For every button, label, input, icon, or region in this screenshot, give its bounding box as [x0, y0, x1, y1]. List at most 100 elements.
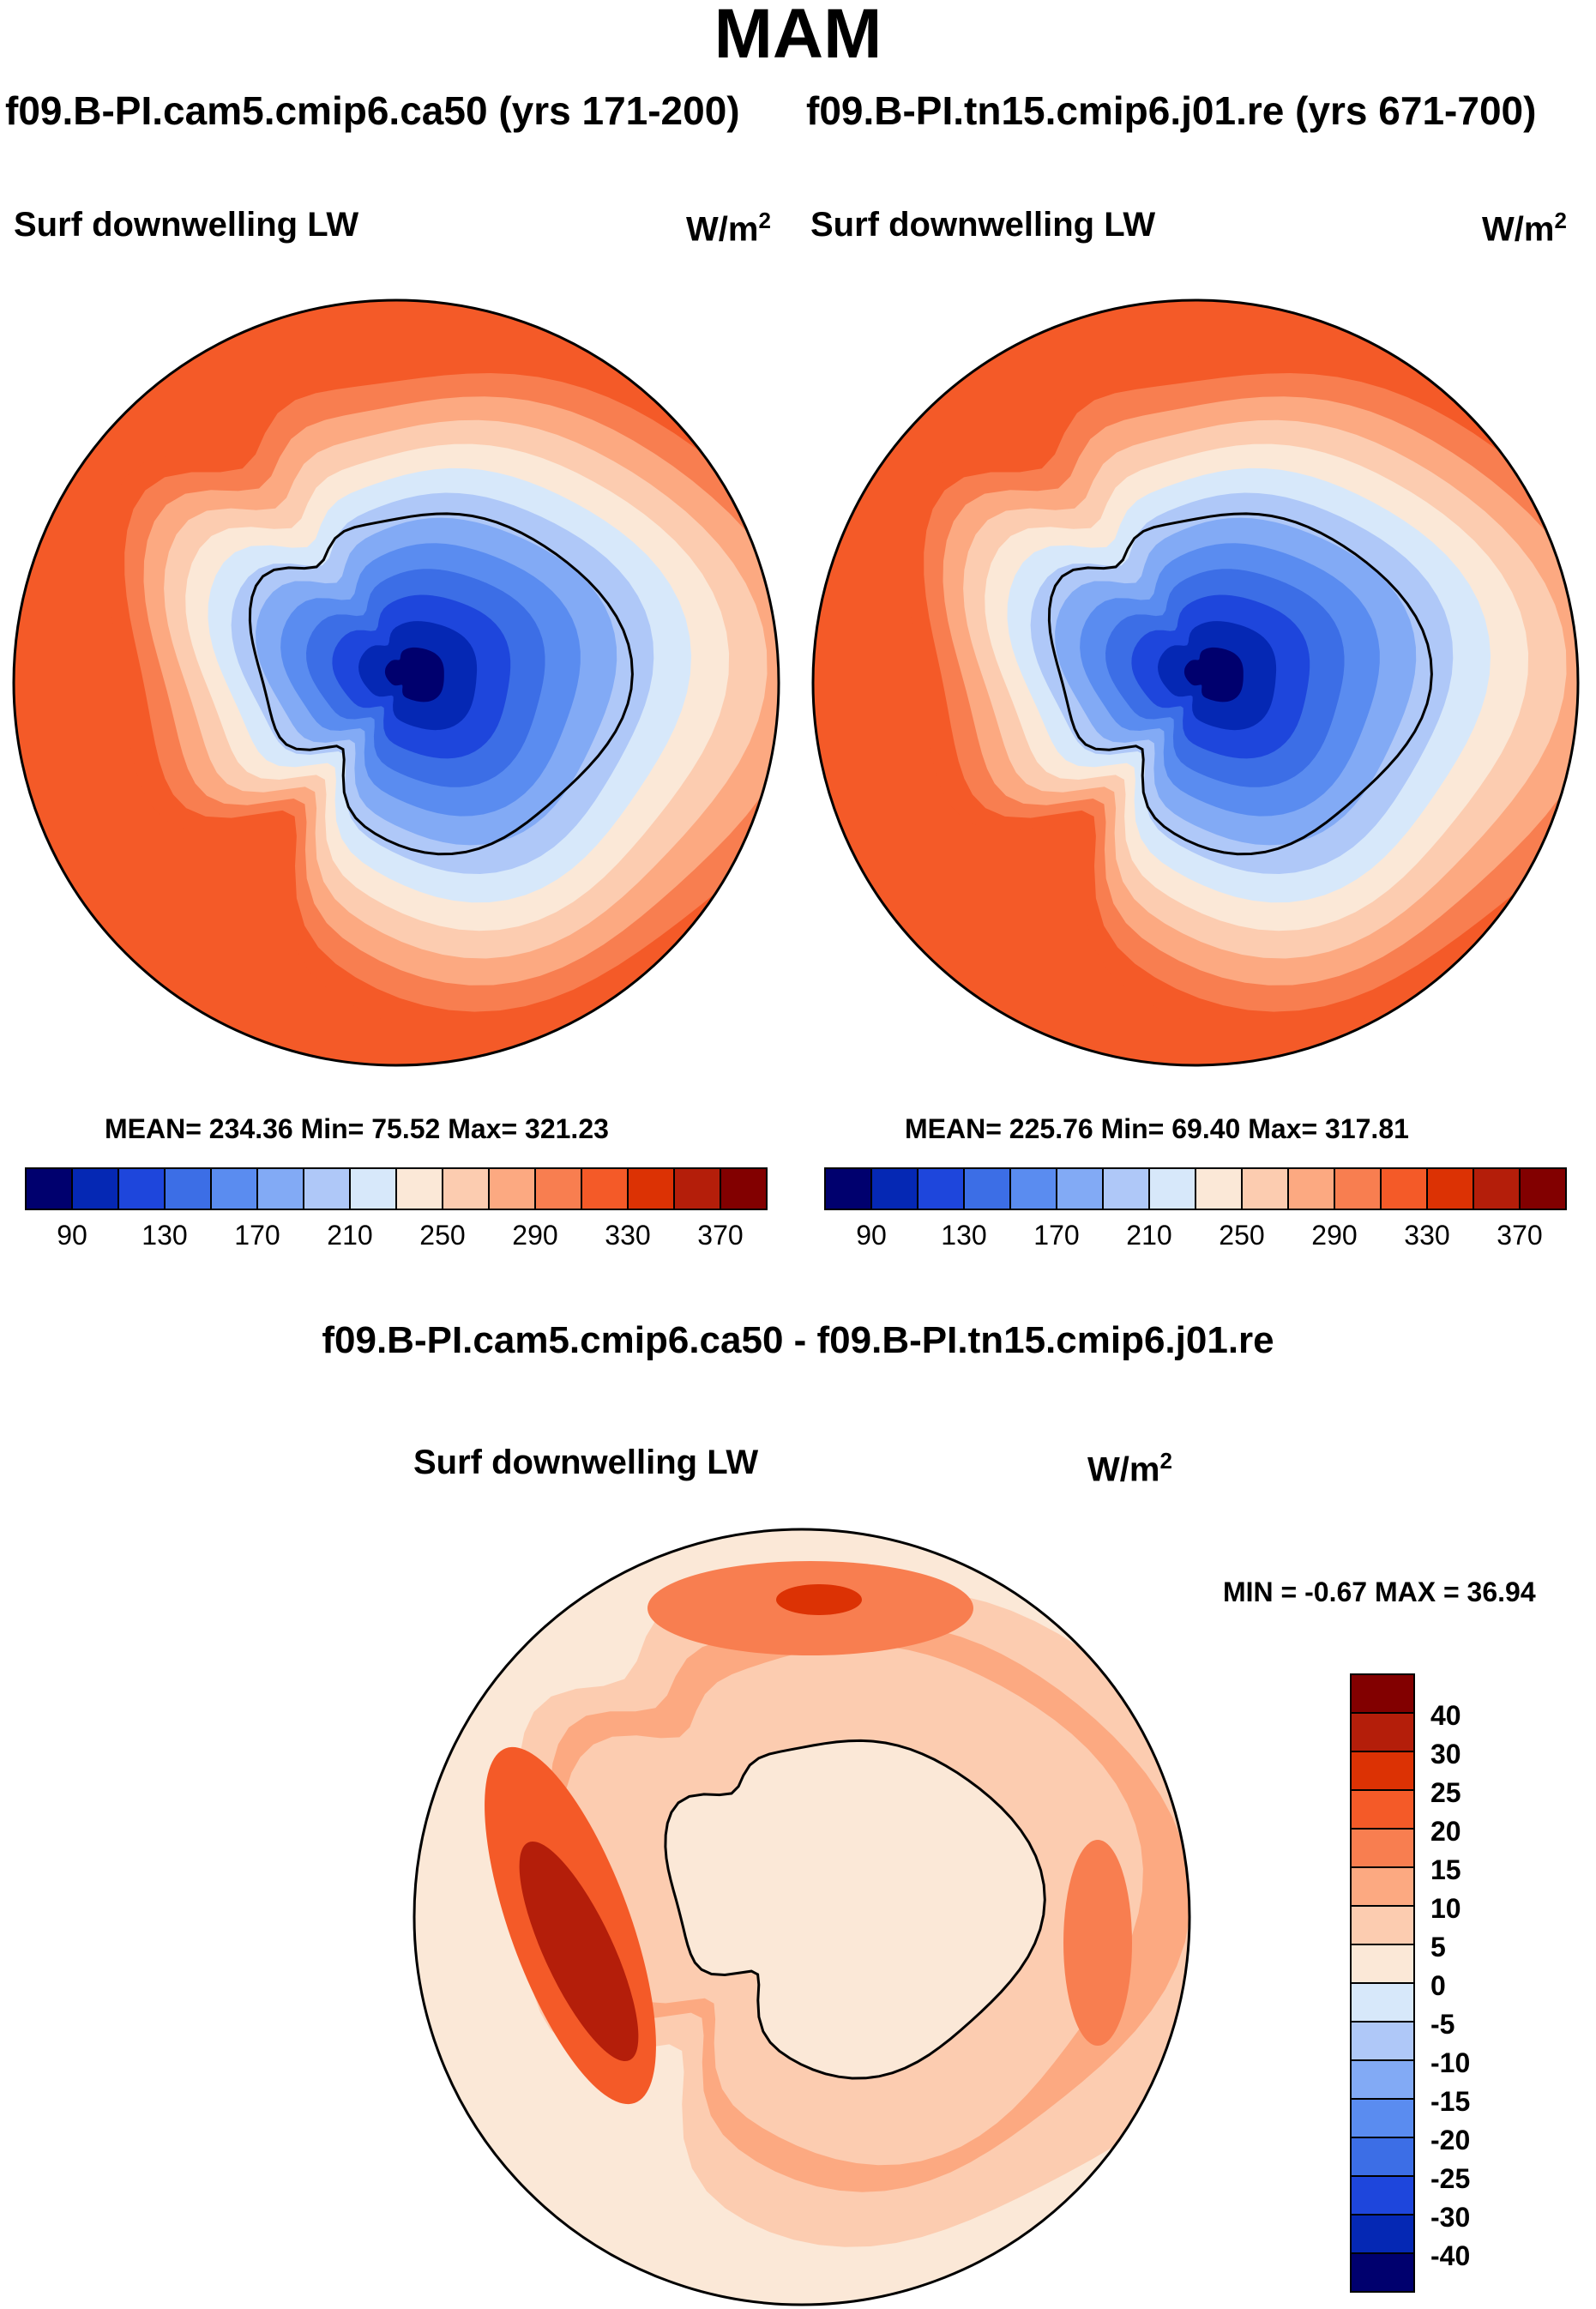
colorbar-box [1350, 1905, 1415, 1945]
diff-tick: 15 [1430, 1854, 1461, 1885]
panel-b-tick: 370 [1497, 1220, 1543, 1251]
warm-anomaly [776, 1584, 862, 1615]
diff-tick: -20 [1430, 2125, 1471, 2155]
colorbar-box [581, 1167, 629, 1210]
diff-tick: 10 [1430, 1893, 1461, 1924]
colorbar-box [1350, 1944, 1415, 1984]
diff-map-border [413, 1528, 1191, 2306]
colorbar-box [963, 1167, 1011, 1210]
colorbar-box [824, 1167, 872, 1210]
colorbar-box [25, 1167, 73, 1210]
panel-b-units-exp: 2 [1554, 208, 1567, 233]
colorbar-box [1350, 2059, 1415, 2100]
colorbar-box [1350, 2175, 1415, 2216]
colorbar-box [1334, 1167, 1382, 1210]
panel-b-tick: 130 [941, 1220, 987, 1251]
colorbar-box [1350, 1866, 1415, 1907]
colorbar-box [256, 1167, 304, 1210]
colorbar-box [1287, 1167, 1335, 1210]
colorbar-box [1009, 1167, 1057, 1210]
colorbar-box [210, 1167, 258, 1210]
colorbar-box [673, 1167, 721, 1210]
colorbar-box [720, 1167, 768, 1210]
panel-a-tick: 130 [142, 1220, 188, 1251]
diff-tick: -10 [1430, 2047, 1471, 2078]
panel-a-tick: 290 [512, 1220, 558, 1251]
colorbar-box [395, 1167, 443, 1210]
map-outlines [12, 298, 1580, 2306]
diff-tick: -15 [1430, 2086, 1471, 2117]
colorbar-box [1102, 1167, 1150, 1210]
coastline [248, 512, 634, 856]
panel-a-units-base: W/m [686, 210, 759, 249]
colorbar-box [1350, 2098, 1415, 2138]
diff-units-base: W/m [1087, 1450, 1160, 1489]
colorbar-box [488, 1167, 536, 1210]
colorbar-box [627, 1167, 675, 1210]
colorbar-box [303, 1167, 351, 1210]
diff-tick: -30 [1430, 2202, 1471, 2233]
colorbar-box [1350, 1828, 1415, 1868]
colorbar-box [1350, 2252, 1415, 2293]
panel-a-map [14, 300, 779, 1065]
colorbar-box [349, 1167, 397, 1210]
diff-map [414, 1529, 1189, 2305]
panel-a-tick: 170 [234, 1220, 280, 1251]
colorbar-box [1350, 2214, 1415, 2254]
panel-b-tick: 170 [1033, 1220, 1080, 1251]
diff-tick: 5 [1430, 1932, 1446, 1962]
panel-a-colorbar [25, 1167, 768, 1210]
panel-b-units-base: W/m [1482, 210, 1555, 249]
colorbar-box [1350, 1982, 1415, 2023]
diff-tick: -40 [1430, 2240, 1471, 2271]
diff-tick: 0 [1430, 1970, 1446, 2001]
diff-tick: 30 [1430, 1739, 1461, 1769]
colorbar-box [1350, 1712, 1415, 1752]
continent-fill [665, 1740, 1045, 2078]
colorbar-box [1350, 1751, 1415, 1791]
panel-a-tick: 330 [605, 1220, 651, 1251]
panel-a-units-exp: 2 [758, 208, 771, 233]
diff-colorbar [1350, 1673, 1415, 2293]
colorbar-box [1519, 1167, 1567, 1210]
panel-b-stats: MEAN= 225.76 Min= 69.40 Max= 317.81 [905, 1113, 1409, 1144]
colorbar-box [1380, 1167, 1428, 1210]
diff-tick: -5 [1430, 2009, 1455, 2040]
colorbar-box [117, 1167, 166, 1210]
main-title: MAM [714, 0, 882, 73]
colorbar-box [1148, 1167, 1196, 1210]
contour-band [384, 647, 444, 702]
colorbar-box [1056, 1167, 1104, 1210]
panel-a-tick: 210 [327, 1220, 373, 1251]
panel-a-variable-label: Surf downwelling LW [14, 206, 359, 244]
warm-anomaly [519, 1841, 639, 2062]
panel-a-tick: 250 [419, 1220, 466, 1251]
panel-b-run-title: f09.B-PI.tn15.cmip6.j01.re (yrs 671-700) [806, 88, 1537, 133]
colorbar-box [1350, 1673, 1415, 1714]
coastline [664, 1739, 1046, 2080]
diff-title: f09.B-PI.cam5.cmip6.ca50 - f09.B-PI.tn15… [322, 1319, 1274, 1361]
colorbar-box [1426, 1167, 1474, 1210]
panel-b-variable-label: Surf downwelling LW [810, 206, 1156, 244]
diff-tick: 40 [1430, 1700, 1461, 1731]
panel-a-stats: MEAN= 234.36 Min= 75.52 Max= 321.23 [105, 1113, 609, 1144]
diff-units: W/m2 [1087, 1448, 1172, 1489]
coastline [1047, 512, 1433, 856]
panel-b-tick: 90 [856, 1220, 887, 1251]
diff-stats: MIN = -0.67 MAX = 36.94 [1223, 1577, 1536, 1607]
colorbar-box [442, 1167, 490, 1210]
diff-variable-label: Surf downwelling LW [413, 1444, 759, 1481]
colorbar-box [164, 1167, 212, 1210]
colorbar-box [1350, 1789, 1415, 1830]
diff-tick: -25 [1430, 2163, 1471, 2194]
panel-a-tick: 370 [697, 1220, 744, 1251]
panel-b-units: W/m2 [1482, 208, 1567, 249]
panel-b-tick: 210 [1126, 1220, 1172, 1251]
colorbar-box [1195, 1167, 1243, 1210]
panel-b-tick: 330 [1404, 1220, 1450, 1251]
panel-a-run-title: f09.B-PI.cam5.cmip6.ca50 (yrs 171-200) [5, 88, 740, 133]
colorbar-box [1350, 2137, 1415, 2177]
panel-b-colorbar [824, 1167, 1567, 1210]
panel-b-tick: 290 [1311, 1220, 1358, 1251]
